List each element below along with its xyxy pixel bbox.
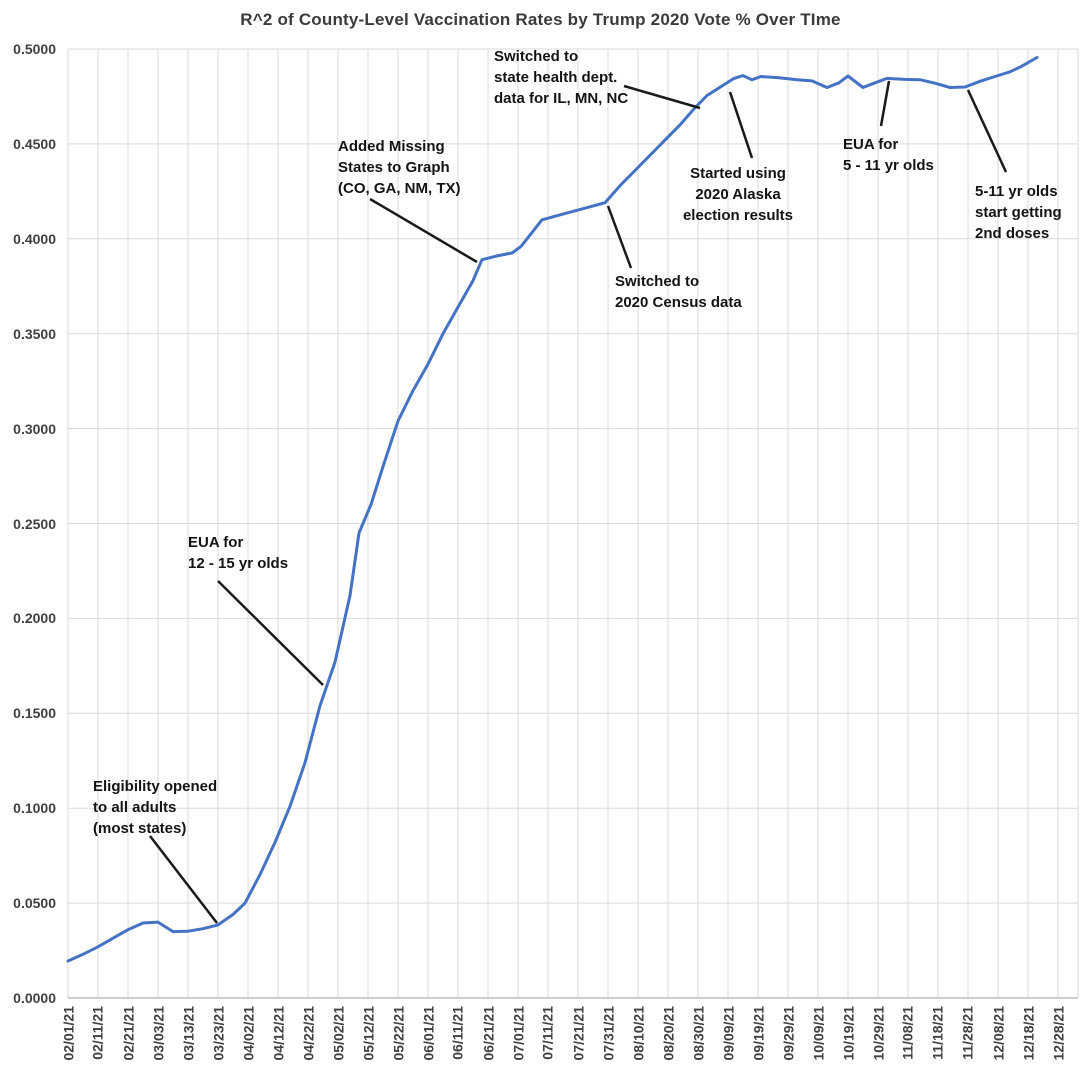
annotation-census-data: Switched to 2020 Census data [615, 271, 742, 313]
x-tick-label: 12/18/21 [1020, 1006, 1036, 1061]
x-tick-label: 07/11/21 [540, 1006, 556, 1060]
x-tick-label: 08/10/21 [630, 1006, 646, 1061]
x-tick-label: 06/21/21 [480, 1006, 496, 1061]
x-tick-label: 06/11/21 [450, 1006, 466, 1060]
annotation-line: 2020 Alaska [695, 186, 781, 203]
annotation-line: EUA for [188, 534, 244, 551]
x-tick-label: 12/08/21 [990, 1006, 1006, 1061]
x-tick-label: 11/18/21 [930, 1006, 946, 1060]
annotation-line: EUA for [843, 136, 899, 153]
x-tick-label: 02/01/21 [60, 1006, 76, 1061]
annotation-line: 5 - 11 yr olds [843, 157, 934, 174]
x-tick-label: 11/28/21 [960, 1006, 976, 1060]
x-tick-label: 09/19/21 [750, 1006, 766, 1061]
x-tick-label: 03/03/21 [150, 1006, 166, 1061]
annotation-eligibility-all-adults: Eligibility opened to all adults (most sta… [93, 776, 217, 839]
y-tick-label: 0.1000 [13, 800, 56, 817]
x-tick-label: 05/02/21 [330, 1006, 346, 1061]
x-tick-label: 07/21/21 [570, 1006, 586, 1061]
annotation-line: Switched to [615, 273, 700, 290]
annotation-eua-12-15: EUA for 12 - 15 yr olds [188, 532, 288, 574]
x-tick-label: 03/13/21 [180, 1006, 196, 1061]
x-tick-label: 04/02/21 [240, 1006, 256, 1061]
x-tick-label: 10/09/21 [810, 1006, 826, 1061]
x-tick-label: 06/01/21 [420, 1006, 436, 1061]
annotation-line: 12 - 15 yr olds [188, 555, 289, 572]
x-tick-label: 10/29/21 [870, 1006, 886, 1061]
x-tick-label: 05/22/21 [390, 1006, 406, 1061]
y-tick-label: 0.4000 [13, 230, 56, 247]
x-tick-label: 04/12/21 [270, 1006, 286, 1061]
annotation-line: Started using [690, 165, 786, 182]
x-tick-label: 09/29/21 [780, 1006, 796, 1061]
annotation-leader-eua-12-15 [217, 580, 324, 686]
x-tick-label: 03/23/21 [210, 1006, 226, 1061]
y-tick-label: 0.2500 [13, 515, 56, 532]
annotation-line: Added Missing [338, 138, 445, 155]
annotation-line: Switched to [494, 48, 579, 65]
x-tick-label: 05/12/21 [360, 1006, 376, 1061]
x-tick-label: 09/09/21 [720, 1006, 736, 1061]
x-tick-label: 10/19/21 [840, 1006, 856, 1061]
y-tick-label: 0.2000 [13, 610, 56, 627]
chart-title: R^2 of County-Level Vaccination Rates by… [240, 10, 841, 29]
annotation-eua-5-11: EUA for 5 - 11 yr olds [843, 134, 934, 176]
annotation-line: Eligibility opened [93, 778, 218, 795]
annotation-leader-alaska-election-results [728, 91, 754, 159]
x-tick-label: 07/31/21 [600, 1006, 616, 1061]
x-tick-label: 04/22/21 [300, 1006, 316, 1061]
annotation-state-health-dept: Switched to state health dept. data for IL… [494, 46, 628, 109]
annotation-line: 5-11 yr olds [975, 183, 1058, 200]
annotation-leader-eua-5-11 [879, 80, 891, 127]
annotation-line: state health dept. [494, 69, 618, 86]
annotation-line: data for IL, MN, NC [494, 90, 629, 107]
x-tick-label: 02/11/21 [90, 1006, 106, 1060]
x-tick-label: 07/01/21 [510, 1006, 526, 1061]
y-tick-label: 0.4500 [13, 135, 56, 152]
y-tick-label: 0.0500 [13, 895, 56, 912]
annotation-line: 2nd doses [975, 225, 1050, 242]
annotation-leader-census-data [606, 205, 633, 269]
x-tick-label: 12/28/21 [1050, 1006, 1066, 1061]
x-tick-label: 08/30/21 [690, 1006, 706, 1061]
r2-series-line [66, 56, 1039, 963]
annotation-alaska-election-results: Started using 2020 Alaska election results [677, 163, 799, 226]
annotation-leader-second-doses-5-11 [966, 89, 1008, 173]
y-tick-label: 0.3000 [13, 420, 56, 437]
annotation-leader-eligibility-all-adults [149, 835, 218, 924]
annotation-leader-added-missing-states [369, 197, 478, 264]
annotation-added-missing-states: Added Missing States to Graph (CO, GA, NM,… [338, 136, 461, 199]
x-tick-label: 08/20/21 [660, 1006, 676, 1061]
annotation-second-doses-5-11: 5-11 yr olds start getting 2nd doses [975, 181, 1062, 244]
y-tick-label: 0.0000 [13, 990, 56, 1006]
annotation-line: to all adults [93, 799, 177, 816]
y-tick-label: 0.1500 [13, 705, 56, 722]
annotation-line: (CO, GA, NM, TX) [338, 180, 461, 197]
y-tick-label: 0.3500 [13, 325, 56, 342]
annotation-line: election results [682, 207, 794, 224]
annotation-line: 2020 Census data [615, 294, 742, 311]
x-tick-label: 02/21/21 [120, 1006, 136, 1061]
annotation-line: States to Graph [338, 159, 450, 176]
annotation-line: (most states) [93, 820, 187, 837]
x-tick-label: 11/08/21 [900, 1006, 916, 1060]
annotation-line: start getting [975, 204, 1062, 221]
annotation-leader-state-health-dept [623, 84, 701, 110]
y-tick-label: 0.5000 [13, 41, 56, 57]
